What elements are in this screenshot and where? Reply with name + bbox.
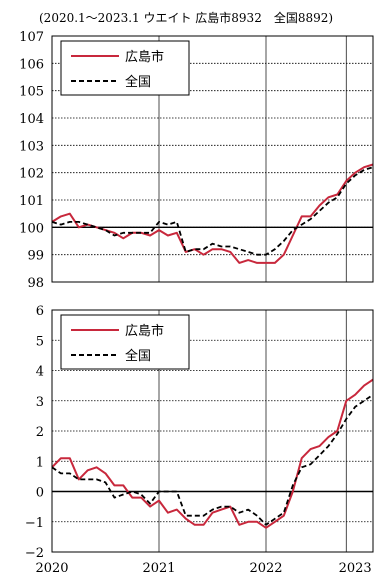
legend-label: 全国 [125, 74, 151, 90]
legend-label: 広島市 [125, 49, 164, 65]
y-tick-label: −1 [25, 516, 44, 531]
x-tick-label: 2022 [249, 561, 282, 576]
y-tick-label: 4 [36, 365, 44, 380]
x-tick-label: 2020 [35, 561, 68, 576]
y-tick-label: 6 [36, 304, 44, 319]
legend-label: 広島市 [125, 323, 164, 339]
y-tick-label: 98 [27, 276, 44, 291]
x-tick-label: 2023 [339, 561, 372, 576]
y-tick-label: 104 [19, 112, 44, 127]
chart-panel-1: (2020.1～2023.1 ウエイト 広島市8932 全国8892) 107 10… [19, 10, 374, 291]
series-line-hiroshima [51, 378, 374, 529]
y-tick-label: −2 [25, 546, 44, 561]
y-tick-label: 0 [36, 486, 44, 501]
plot-frame [51, 35, 374, 283]
series-line-national [51, 393, 374, 526]
y-tick-label: 107 [19, 30, 44, 45]
y-tick-label: 102 [19, 167, 44, 182]
series-line-hiroshima [51, 163, 374, 264]
legend-box [60, 314, 190, 370]
y-tick-label: 101 [19, 194, 44, 209]
y-tick-label: 99 [27, 249, 44, 264]
legend-box [60, 40, 190, 96]
x-tick-label: 2021 [142, 561, 175, 576]
y-tick-label: 103 [19, 139, 44, 154]
y-tick-label: 106 [19, 57, 44, 72]
plot-frame [51, 309, 374, 553]
y-tick-label: 105 [19, 85, 44, 100]
y-tick-label: 1 [36, 455, 44, 470]
series-line-national [51, 166, 374, 256]
legend-label: 全国 [125, 348, 151, 364]
y-tick-label: 3 [36, 395, 44, 410]
chart-note: (2020.1～2023.1 ウエイト 広島市8932 全国8892) [39, 10, 333, 25]
y-tick-label: 100 [19, 221, 44, 236]
y-tick-label: 5 [36, 334, 44, 349]
y-tick-label: 2 [36, 425, 44, 440]
